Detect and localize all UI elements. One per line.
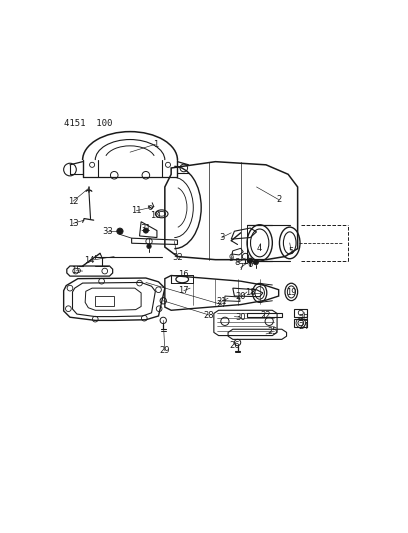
Text: 12: 12 xyxy=(68,197,78,206)
Text: 33: 33 xyxy=(102,228,113,236)
Text: 25: 25 xyxy=(267,327,277,336)
Text: 18: 18 xyxy=(245,288,255,297)
Text: 13: 13 xyxy=(68,219,78,228)
Text: 10: 10 xyxy=(150,211,161,220)
Text: 26: 26 xyxy=(229,341,240,350)
Text: 16: 16 xyxy=(178,270,189,279)
Text: 22: 22 xyxy=(261,311,271,319)
Text: 30: 30 xyxy=(235,313,246,322)
Text: 15: 15 xyxy=(71,266,82,275)
Text: 27: 27 xyxy=(216,300,227,309)
Text: 21: 21 xyxy=(217,297,227,306)
Text: 28: 28 xyxy=(204,311,215,319)
Text: 2: 2 xyxy=(276,195,281,204)
Text: 24: 24 xyxy=(299,321,309,330)
Text: 9: 9 xyxy=(228,254,234,263)
Circle shape xyxy=(147,244,151,248)
Text: 3: 3 xyxy=(219,233,224,242)
Circle shape xyxy=(143,228,149,233)
Text: 5: 5 xyxy=(289,247,294,256)
Text: 17: 17 xyxy=(178,286,189,295)
Text: 1: 1 xyxy=(153,140,158,149)
Text: 20: 20 xyxy=(235,293,246,302)
Text: 23: 23 xyxy=(299,314,309,322)
Circle shape xyxy=(248,258,253,263)
Text: 32: 32 xyxy=(172,253,183,262)
Text: 14: 14 xyxy=(84,256,94,265)
Text: 7: 7 xyxy=(238,263,244,272)
Text: 31: 31 xyxy=(140,224,151,233)
Text: 29: 29 xyxy=(160,346,170,356)
Text: 6: 6 xyxy=(248,260,253,269)
Text: 11: 11 xyxy=(131,206,142,215)
Circle shape xyxy=(117,228,123,235)
Text: 19: 19 xyxy=(286,288,297,297)
Circle shape xyxy=(253,260,258,265)
Text: 4151  100: 4151 100 xyxy=(64,119,112,128)
Text: 4: 4 xyxy=(257,244,262,253)
Text: 8: 8 xyxy=(235,259,240,268)
